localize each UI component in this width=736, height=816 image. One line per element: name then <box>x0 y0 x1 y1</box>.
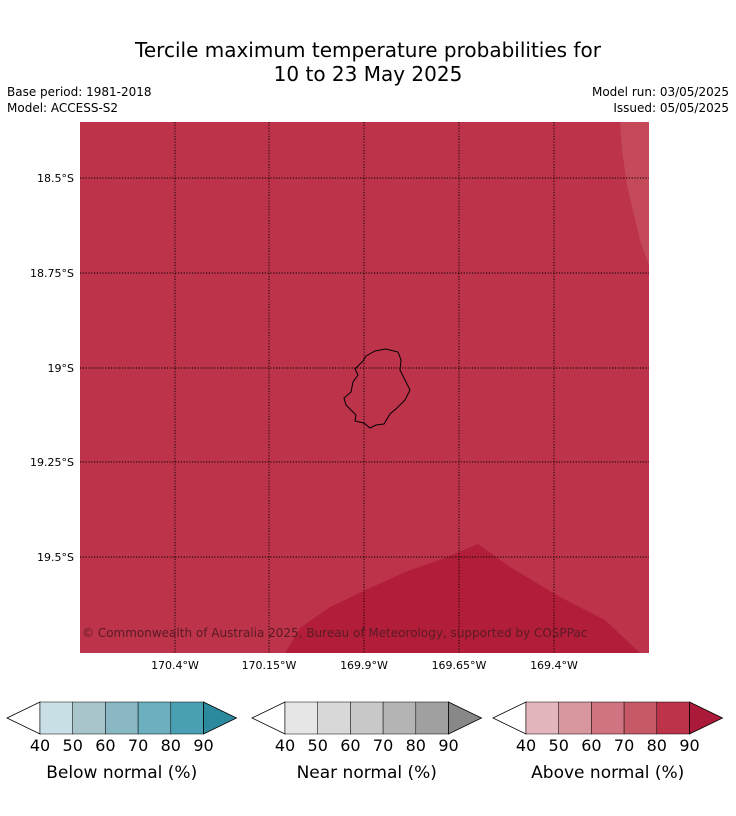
colorbar-segment <box>382 701 417 735</box>
chart-title: Tercile maximum temperature probabilitie… <box>0 38 736 86</box>
colorbar-tick-label: 50 <box>63 736 83 755</box>
map-background-above-80 <box>80 122 649 653</box>
colorbar-tick-label: 90 <box>193 736 213 755</box>
colorbar-title: Below normal (%) <box>46 763 197 783</box>
colorbar-tick-label: 90 <box>438 736 458 755</box>
colorbar-segment <box>558 701 592 735</box>
colorbar-tick-label: 40 <box>275 736 295 755</box>
model-name: Model: ACCESS-S2 <box>7 101 119 115</box>
colorbar-segment <box>591 701 625 735</box>
lon-label-169-4: 169.4°W <box>530 659 578 672</box>
colorbar-under-triangle <box>492 701 527 735</box>
colorbar-segment <box>72 701 106 735</box>
model-run: Model run: 03/05/2025 <box>591 85 729 99</box>
lon-label-169-9: 169.9°W <box>340 659 388 672</box>
colorbar-under-triangle <box>251 701 286 735</box>
colorbar-tick-label: 70 <box>614 736 634 755</box>
colorbar-title: Near normal (%) <box>297 763 437 783</box>
colorbar-over-triangle <box>448 701 483 735</box>
colorbar-segment <box>623 701 658 735</box>
colorbar-tick-label: 80 <box>406 736 426 755</box>
colorbar-tick-label: 80 <box>161 736 181 755</box>
issued-date: Issued: 05/05/2025 <box>613 101 729 115</box>
colorbar-tick-label: 60 <box>95 736 115 755</box>
colorbar-over-triangle <box>203 701 238 735</box>
colorbar-tick-label: 70 <box>128 736 148 755</box>
longitude-labels: 170.4°W 170.15°W 169.9°W 169.65°W 169.4°… <box>151 659 578 672</box>
colorbar-segment <box>39 701 73 735</box>
colorbar-above-normal: 40 50 60 70 80 90 Above normal (%) <box>492 701 724 783</box>
colorbar-segment <box>284 701 318 735</box>
colorbar-segment <box>350 701 384 735</box>
graticule <box>80 122 649 653</box>
colorbar-segment <box>170 701 204 735</box>
colorbar-tick-label: 70 <box>373 736 393 755</box>
lat-label-18-5: 18.5°S <box>37 172 74 185</box>
lat-label-19: 19°S <box>48 362 74 375</box>
map-panel: © Commonwealth of Australia 2025, Bureau… <box>80 122 649 653</box>
title-line-2: 10 to 23 May 2025 <box>273 62 463 86</box>
colorbar-segment <box>656 701 690 735</box>
colorbar-segment <box>137 701 172 735</box>
lat-label-18-75: 18.75°S <box>30 267 74 280</box>
base-period: Base period: 1981-2018 <box>7 85 152 99</box>
title-line-1: Tercile maximum temperature probabilitie… <box>135 38 601 62</box>
colorbar-over-triangle <box>689 701 724 735</box>
copyright-notice: © Commonwealth of Australia 2025, Bureau… <box>82 626 587 640</box>
colorbar-legends: 40 50 60 70 80 90 Below normal (%) 40 50 60 70 80 90… <box>6 701 724 783</box>
colorbar-tick-label: 40 <box>30 736 50 755</box>
colorbar-segment <box>317 701 351 735</box>
colorbar-below-normal: 40 50 60 70 80 90 Below normal (%) <box>6 701 238 783</box>
lat-label-19-5: 19.5°S <box>37 551 74 564</box>
colorbar-segment <box>525 701 559 735</box>
colorbar-tick-label: 90 <box>679 736 699 755</box>
colorbar-title: Above normal (%) <box>531 763 684 783</box>
region-above-90-south <box>285 544 640 653</box>
lat-label-19-25: 19.25°S <box>30 456 74 469</box>
niue-island-outline <box>343 348 411 429</box>
lon-label-170-4: 170.4°W <box>151 659 199 672</box>
lon-label-169-65: 169.65°W <box>432 659 487 672</box>
region-above-70-northeast <box>620 122 649 265</box>
colorbar-under-triangle <box>6 701 41 735</box>
meta-right: Model run: 03/05/2025 Issued: 05/05/2025 <box>592 84 729 116</box>
latitude-labels: 18.5°S 18.75°S 19°S 19.25°S 19.5°S <box>30 172 74 564</box>
lon-label-170-15: 170.15°W <box>242 659 297 672</box>
colorbar-tick-label: 60 <box>340 736 360 755</box>
colorbar-tick-label: 50 <box>308 736 328 755</box>
colorbar-tick-label: 80 <box>647 736 667 755</box>
colorbar-segment <box>105 701 139 735</box>
meta-left: Base period: 1981-2018 Model: ACCESS-S2 <box>7 84 152 116</box>
colorbar-tick-label: 50 <box>549 736 569 755</box>
colorbar-segment <box>415 701 449 735</box>
colorbar-tick-label: 60 <box>581 736 601 755</box>
colorbar-tick-label: 40 <box>516 736 536 755</box>
